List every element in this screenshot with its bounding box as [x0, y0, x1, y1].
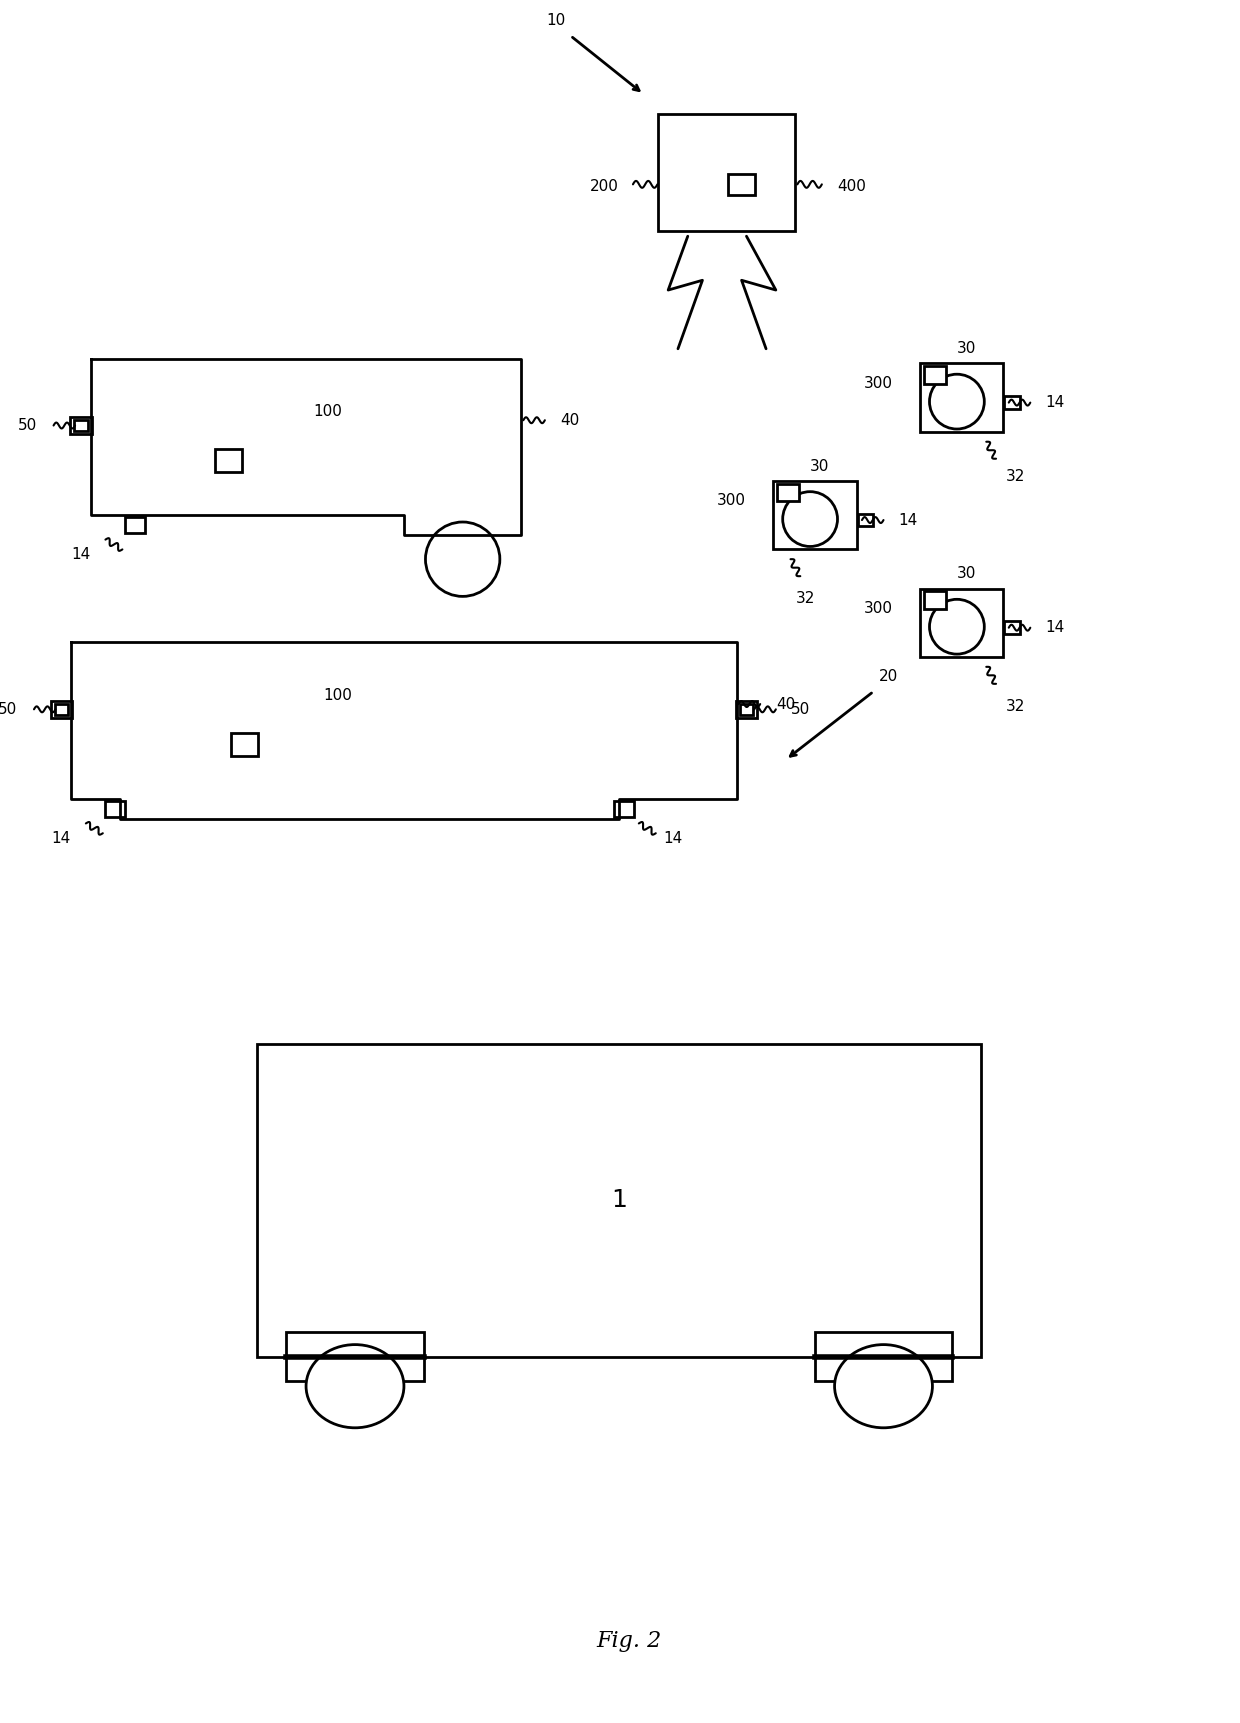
Text: 40: 40	[560, 414, 580, 427]
Bar	[125, 517, 145, 532]
Text: 14: 14	[898, 512, 918, 527]
Text: 1: 1	[611, 1189, 627, 1213]
Bar	[920, 364, 1003, 432]
Bar	[777, 484, 799, 501]
Bar	[858, 513, 873, 527]
Bar	[614, 801, 634, 817]
Text: 14: 14	[72, 546, 91, 562]
Bar	[231, 732, 258, 756]
Text: 32: 32	[1006, 469, 1025, 484]
Bar	[728, 174, 755, 195]
Text: 30: 30	[810, 458, 830, 474]
Text: 300: 300	[717, 493, 746, 508]
Text: 300: 300	[864, 376, 893, 391]
Text: 30: 30	[957, 341, 976, 357]
Text: 14: 14	[1045, 620, 1064, 636]
Bar	[924, 591, 946, 610]
Bar	[1004, 396, 1021, 408]
Text: 50: 50	[791, 701, 810, 717]
Bar	[920, 589, 1003, 656]
Text: 40: 40	[776, 696, 795, 712]
Bar	[71, 417, 92, 434]
Bar	[774, 481, 857, 550]
Text: 200: 200	[590, 179, 619, 193]
Bar	[105, 801, 125, 817]
Bar	[74, 420, 88, 431]
Text: 50: 50	[17, 419, 37, 432]
Bar	[55, 705, 68, 715]
Text: 50: 50	[0, 701, 17, 717]
Bar	[739, 705, 754, 715]
Bar	[286, 1332, 424, 1382]
Ellipse shape	[306, 1344, 404, 1428]
Text: 400: 400	[838, 179, 867, 193]
Text: 100: 100	[314, 403, 342, 419]
Bar	[215, 450, 242, 472]
Text: 30: 30	[957, 567, 976, 581]
Bar	[735, 701, 758, 718]
Text: Fig. 2: Fig. 2	[596, 1630, 662, 1652]
Text: 10: 10	[546, 14, 565, 28]
Text: 14: 14	[663, 830, 683, 846]
Ellipse shape	[835, 1344, 932, 1428]
Text: 300: 300	[864, 601, 893, 615]
Text: 100: 100	[322, 687, 352, 703]
Text: 14: 14	[52, 830, 71, 846]
Bar	[658, 114, 795, 231]
Bar	[257, 1044, 981, 1356]
Text: 14: 14	[1045, 395, 1064, 410]
Text: 32: 32	[1006, 698, 1025, 713]
Bar	[1004, 622, 1021, 634]
Bar	[924, 367, 946, 384]
Text: 32: 32	[796, 591, 815, 606]
Bar	[51, 701, 72, 718]
Bar	[815, 1332, 952, 1382]
Text: 20: 20	[879, 669, 898, 684]
